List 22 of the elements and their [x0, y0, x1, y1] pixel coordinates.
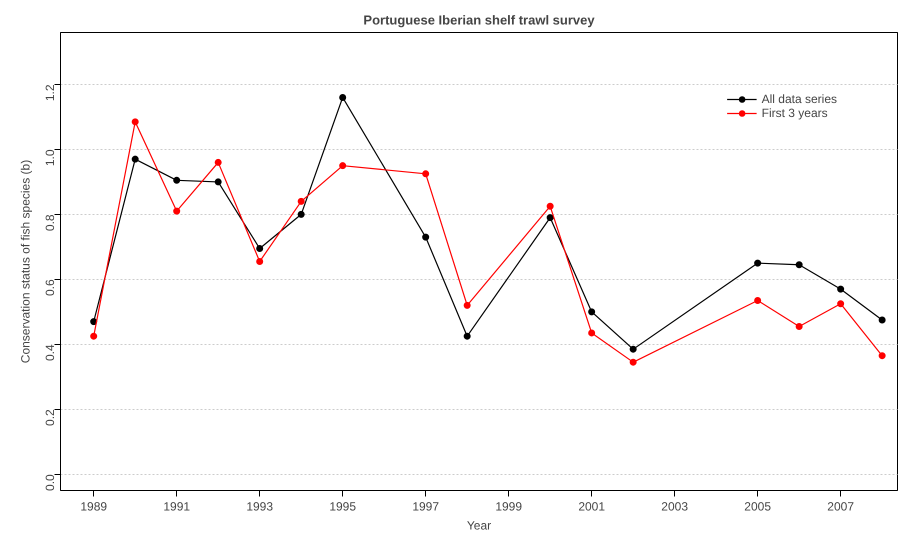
x-tick-label: 2003	[661, 500, 688, 514]
x-tick-label: 1995	[329, 500, 356, 514]
x-tick-label: 1989	[80, 500, 108, 514]
chart-title: Portuguese Iberian shelf trawl survey	[363, 12, 596, 28]
y-tick-label: 0.2	[43, 408, 57, 426]
y-tick-label: 1.2	[43, 84, 57, 102]
y-tick-label: 0.0	[43, 474, 57, 491]
y-axis-title: Conservation status of fish species (b)	[18, 160, 32, 364]
legend-label: First 3 years	[762, 106, 828, 120]
x-tick-label: 2005	[744, 500, 772, 514]
x-tick-label: 1997	[412, 500, 440, 514]
legend-label: All data series	[762, 92, 837, 106]
x-axis-title: Year	[466, 518, 492, 532]
x-tick-label: 1991	[163, 500, 190, 514]
x-tick-label: 1993	[246, 500, 274, 514]
y-tick-label: 0.4	[43, 344, 57, 362]
y-tick-label: 1.0	[43, 149, 57, 166]
y-tick-label: 0.6	[43, 279, 57, 296]
x-tick-label: 2001	[578, 500, 606, 514]
x-tick-label: 2007	[827, 500, 854, 514]
x-tick-label: 1999	[495, 500, 522, 514]
y-tick-label: 0.8	[43, 214, 57, 232]
